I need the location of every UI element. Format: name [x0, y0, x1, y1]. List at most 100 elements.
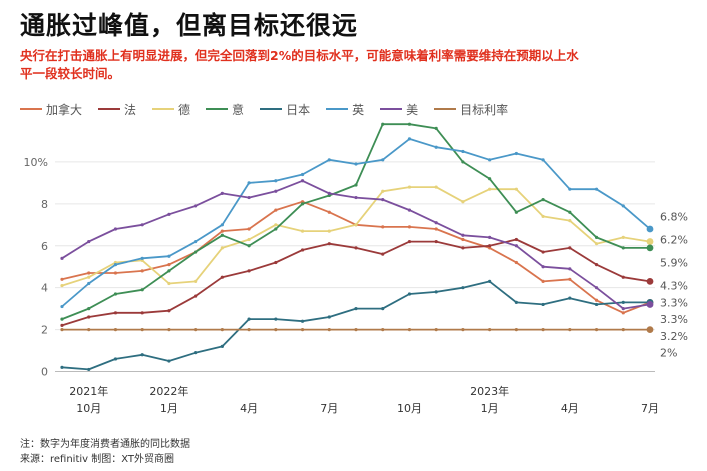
data-point [220, 223, 224, 227]
data-point [60, 328, 64, 332]
data-point [621, 246, 625, 250]
data-point [541, 214, 545, 219]
data-point [354, 246, 358, 250]
data-point [220, 344, 224, 348]
y-tick-label: 2 [41, 324, 48, 337]
data-point [541, 302, 545, 307]
y-tick-label: 0 [41, 366, 48, 379]
data-point [60, 323, 64, 328]
data-point [113, 292, 118, 296]
data-point [274, 227, 278, 231]
data-point [514, 244, 518, 248]
data-point [167, 328, 171, 332]
data-point [167, 263, 171, 267]
end-point [646, 244, 654, 252]
x-tick-label: 2021年 [69, 384, 108, 398]
legend-swatch [98, 108, 121, 110]
x-tick-label: 1月 [160, 402, 178, 415]
end-point [646, 277, 654, 285]
x-tick-label: 4月 [240, 402, 258, 415]
data-point [407, 137, 412, 141]
end-point [646, 301, 654, 308]
data-point [327, 242, 331, 246]
data-point [434, 239, 438, 244]
data-point [220, 275, 224, 279]
data-point [434, 145, 438, 149]
data-point [354, 162, 358, 166]
data-point [407, 292, 412, 296]
data-point [274, 317, 278, 321]
data-point [87, 239, 91, 244]
data-point [568, 187, 572, 191]
data-point [541, 265, 545, 269]
data-point [327, 158, 331, 162]
data-point [354, 307, 358, 311]
note-text: 注：数字为年度消费者通胀的同比数据 [20, 439, 190, 450]
data-point [381, 307, 385, 311]
data-point [488, 177, 492, 181]
data-point [541, 328, 545, 332]
series-line-2 [61, 186, 651, 287]
series-line-4 [61, 280, 650, 371]
legend-item: 日本 [260, 101, 310, 118]
data-point [300, 202, 305, 206]
data-point [140, 223, 144, 227]
data-point [300, 229, 305, 233]
data-point [488, 158, 492, 162]
data-point [87, 275, 91, 279]
data-point [461, 160, 465, 164]
legend-label: 美 [406, 102, 419, 117]
data-point [220, 191, 224, 195]
data-point [407, 122, 412, 126]
data-point [514, 328, 518, 332]
data-point [140, 288, 144, 292]
data-point [220, 229, 224, 233]
data-point [300, 328, 305, 332]
data-point [247, 227, 251, 231]
data-point [113, 271, 118, 275]
chart-legend: 加拿大 法 德 意 日本 英 美 目标利率 [20, 100, 524, 118]
data-point [568, 219, 572, 223]
data-point [220, 246, 224, 250]
legend-swatch [326, 108, 349, 110]
end-point [646, 326, 654, 333]
data-point [568, 210, 572, 214]
x-tick-label: 7月 [320, 402, 338, 415]
x-tick-label: 2023年 [470, 384, 509, 398]
legend-item: 加拿大 [20, 101, 82, 118]
data-point [60, 277, 64, 281]
legend-swatch [380, 108, 403, 110]
data-point [514, 210, 518, 214]
data-point [541, 158, 545, 162]
legend-label: 目标利率 [460, 102, 509, 117]
footnote: 注：数字为年度消费者通胀的同比数据 来源：refinitiv 制图：XT外贸商圈 [20, 437, 190, 467]
data-point [327, 210, 331, 214]
data-point [247, 237, 251, 242]
x-tick-label: 2022年 [149, 384, 188, 398]
data-point [461, 246, 465, 250]
data-point [274, 179, 278, 183]
data-point [568, 328, 572, 332]
data-point [167, 359, 171, 363]
data-point [113, 357, 118, 361]
data-point [568, 267, 572, 271]
data-point [247, 269, 251, 273]
data-point [621, 307, 625, 311]
data-point [461, 149, 465, 154]
x-tick-label: 10月 [397, 402, 422, 415]
data-point [247, 328, 251, 332]
data-point [594, 286, 599, 290]
data-point [60, 256, 64, 260]
data-point [140, 328, 144, 332]
legend-swatch [206, 108, 229, 110]
data-point [381, 328, 385, 332]
data-point [87, 307, 91, 311]
data-point [327, 328, 331, 332]
legend-swatch [152, 108, 175, 110]
data-point [194, 250, 198, 254]
data-point [594, 235, 599, 239]
data-point [621, 235, 625, 239]
data-point [407, 239, 412, 244]
data-point [434, 290, 438, 294]
end-point [646, 225, 654, 233]
